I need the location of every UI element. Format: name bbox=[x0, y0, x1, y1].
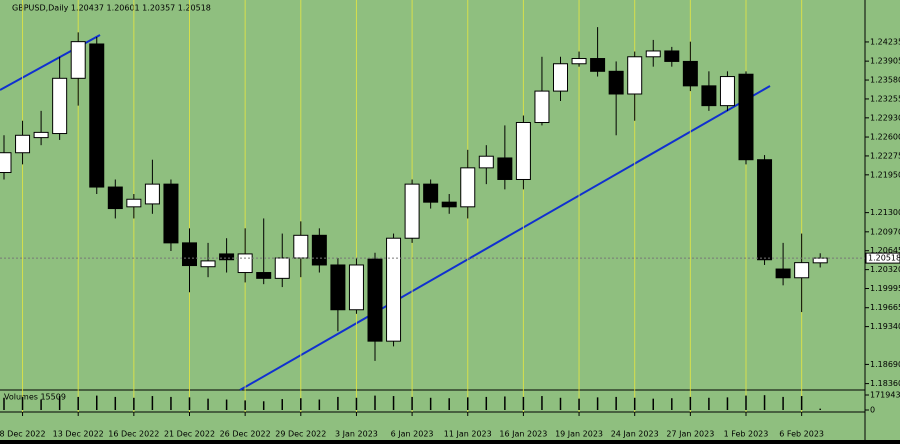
y-tick-label: 1.20320 bbox=[870, 265, 900, 274]
y-tick-label: 1.20970 bbox=[870, 227, 900, 236]
x-tick-label: 6 Jan 2023 bbox=[391, 430, 434, 439]
y-tick-label: 1.20645 bbox=[870, 246, 900, 255]
candle-body bbox=[478, 155, 494, 169]
trend-line bbox=[239, 85, 771, 391]
candle-body bbox=[515, 121, 531, 180]
candle-body bbox=[553, 63, 568, 92]
x-tick-label: 1 Feb 2023 bbox=[724, 430, 769, 439]
x-tick-label: 29 Dec 2022 bbox=[275, 430, 326, 439]
candle-body bbox=[15, 134, 31, 154]
x-tick-label: 13 Dec 2022 bbox=[53, 430, 104, 439]
candle-body bbox=[89, 43, 105, 188]
x-tick-label: 16 Jan 2023 bbox=[499, 430, 547, 439]
x-tick-label: 27 Jan 2023 bbox=[666, 430, 714, 439]
candle-body bbox=[274, 257, 290, 279]
volume-tick-label: 0 bbox=[870, 406, 875, 415]
y-tick-label: 1.19340 bbox=[870, 322, 900, 331]
y-tick-label: 1.21950 bbox=[870, 170, 900, 179]
y-tick-label: 1.23580 bbox=[870, 76, 900, 85]
candle-body bbox=[701, 85, 717, 107]
candle-body bbox=[534, 90, 550, 123]
candle-body bbox=[404, 183, 420, 239]
current-price-box bbox=[865, 252, 900, 264]
candle-body bbox=[311, 234, 327, 266]
candle-body bbox=[219, 253, 235, 261]
candle-body bbox=[52, 77, 68, 135]
candle-body bbox=[200, 260, 216, 268]
x-tick-label: 8 Dec 2022 bbox=[0, 430, 46, 439]
x-tick-label: 6 Feb 2023 bbox=[779, 430, 824, 439]
candle-body bbox=[757, 159, 773, 261]
chart-title: GBPUSD,Daily 1.20437 1.20601 1.20357 1.2… bbox=[12, 4, 211, 13]
y-tick-label: 1.18690 bbox=[870, 360, 900, 369]
candle-body bbox=[571, 58, 587, 65]
volume-title: Volumes 15509 bbox=[4, 393, 66, 402]
candle-body bbox=[237, 253, 253, 274]
candle-body bbox=[812, 257, 828, 264]
y-tick-label: 1.23255 bbox=[870, 94, 900, 103]
candle-body bbox=[441, 201, 457, 208]
x-tick-label: 11 Jan 2023 bbox=[444, 430, 492, 439]
candle-body bbox=[293, 234, 309, 259]
candle-body bbox=[367, 258, 383, 342]
candle-body bbox=[460, 167, 476, 208]
y-tick-label: 1.22930 bbox=[870, 113, 900, 122]
candle-body bbox=[627, 56, 643, 95]
x-tick-label: 3 Jan 2023 bbox=[335, 430, 378, 439]
candle-body bbox=[348, 264, 364, 311]
volume-tick-label: 171943 bbox=[870, 391, 900, 400]
y-tick-label: 1.23905 bbox=[870, 57, 900, 66]
candle-body bbox=[0, 152, 12, 174]
y-tick-label: 1.24235 bbox=[870, 37, 900, 46]
y-tick-label: 1.19665 bbox=[870, 303, 900, 312]
y-tick-label: 1.19995 bbox=[870, 284, 900, 293]
x-tick-label: 26 Dec 2022 bbox=[220, 430, 271, 439]
candle-body bbox=[163, 183, 179, 244]
candle-body bbox=[107, 186, 123, 210]
candle-body bbox=[330, 264, 346, 311]
y-tick-label: 1.22275 bbox=[870, 151, 900, 160]
candle-body bbox=[682, 60, 698, 87]
x-tick-label: 24 Jan 2023 bbox=[611, 430, 659, 439]
x-tick-label: 16 Dec 2022 bbox=[108, 430, 159, 439]
candle-body bbox=[590, 58, 606, 72]
candle-body bbox=[497, 157, 513, 180]
candle-body bbox=[664, 50, 680, 62]
current-price-label: 1.20518 bbox=[868, 254, 900, 263]
y-tick-label: 1.18360 bbox=[870, 379, 900, 388]
candle-body bbox=[423, 183, 439, 203]
candle-body bbox=[608, 70, 624, 95]
candle-body bbox=[738, 73, 754, 161]
candle-body bbox=[33, 131, 49, 139]
y-tick-label: 1.22600 bbox=[870, 133, 900, 142]
candle-body bbox=[386, 237, 402, 342]
x-tick-label: 19 Jan 2023 bbox=[555, 430, 603, 439]
candle-body bbox=[645, 50, 661, 58]
candle-body bbox=[70, 41, 86, 79]
candle-body bbox=[256, 272, 272, 279]
x-tick-label: 21 Dec 2022 bbox=[164, 430, 215, 439]
candle-body bbox=[144, 183, 160, 205]
candle-body bbox=[719, 76, 735, 107]
candle-body bbox=[126, 198, 142, 208]
y-tick-label: 1.21300 bbox=[870, 208, 900, 217]
candle-body bbox=[794, 262, 810, 279]
candle-body bbox=[182, 242, 197, 267]
candle-body bbox=[775, 268, 791, 279]
